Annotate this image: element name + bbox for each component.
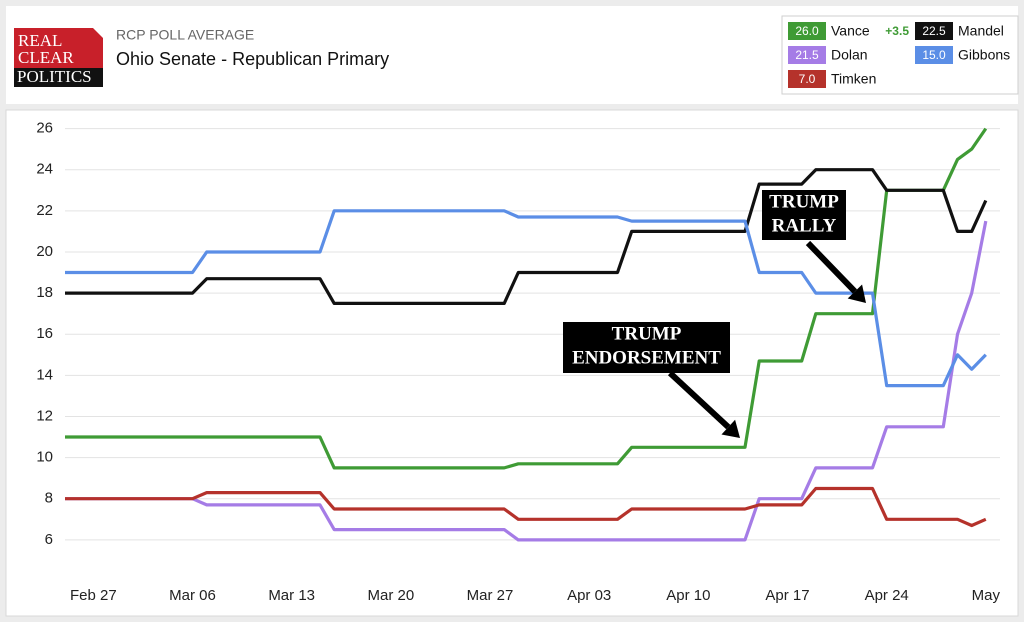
annotation-arrowhead bbox=[847, 284, 866, 303]
x-tick-label: Apr 03 bbox=[567, 587, 611, 604]
x-tick-label: Mar 20 bbox=[367, 587, 414, 604]
x-tick-label: Apr 10 bbox=[666, 587, 710, 604]
legend-label: Dolan bbox=[831, 47, 868, 63]
y-tick-label: 10 bbox=[36, 449, 53, 466]
logo-text: REAL bbox=[18, 31, 62, 50]
logo-text: POLITICS bbox=[17, 67, 92, 86]
y-tick-label: 20 bbox=[36, 243, 53, 260]
y-tick-label: 24 bbox=[36, 161, 53, 178]
legend-value: 26.0 bbox=[795, 24, 819, 38]
annotation-text: TRUMP bbox=[612, 323, 682, 344]
series-line bbox=[65, 168, 988, 305]
series-line bbox=[65, 486, 987, 528]
annotation-arrow bbox=[667, 370, 731, 430]
legend-value: 22.5 bbox=[922, 24, 946, 38]
annotation-arrowhead bbox=[721, 419, 740, 438]
annotation-arrow bbox=[805, 240, 858, 294]
x-tick-label: Feb 27 bbox=[70, 587, 117, 604]
y-tick-label: 26 bbox=[36, 120, 53, 137]
legend-badge bbox=[788, 70, 826, 88]
legend-label: Timken bbox=[831, 71, 876, 87]
annotation-text: ENDORSEMENT bbox=[572, 347, 721, 368]
legend-badge bbox=[788, 22, 826, 40]
legend-label: Gibbons bbox=[958, 47, 1010, 63]
x-tick-label: Mar 13 bbox=[268, 587, 315, 604]
y-tick-label: 16 bbox=[36, 325, 53, 342]
series-line bbox=[65, 220, 988, 542]
legend-badge bbox=[915, 46, 953, 64]
x-tick-label: Mar 06 bbox=[169, 587, 216, 604]
legend-value: 7.0 bbox=[799, 72, 816, 86]
x-tick-label: Mar 27 bbox=[467, 587, 514, 604]
plot-panel bbox=[5, 109, 1019, 617]
logo-text: CLEAR bbox=[18, 48, 74, 67]
y-tick-label: 18 bbox=[36, 284, 53, 301]
chart-title: Ohio Senate - Republican Primary bbox=[116, 49, 389, 69]
legend-label: Mandel bbox=[958, 23, 1004, 39]
x-tick-label: Apr 17 bbox=[765, 587, 809, 604]
y-tick-label: 22 bbox=[36, 202, 53, 219]
annotation-box bbox=[762, 190, 846, 240]
annotation-text: RALLY bbox=[772, 215, 837, 236]
y-tick-label: 6 bbox=[45, 531, 53, 548]
series-line bbox=[65, 209, 987, 388]
chart-subtitle: RCP POLL AVERAGE bbox=[116, 27, 254, 43]
logo-corner bbox=[93, 28, 103, 38]
x-tick-label: Apr 24 bbox=[865, 587, 909, 604]
x-tick-label: May bbox=[972, 587, 1001, 604]
logo-red bbox=[14, 28, 103, 68]
legend-value: 15.0 bbox=[922, 48, 946, 62]
legend-value: 21.5 bbox=[795, 48, 819, 62]
annotation-box bbox=[563, 322, 730, 373]
legend-badge bbox=[915, 22, 953, 40]
legend-label: Vance bbox=[831, 23, 870, 39]
y-tick-label: 8 bbox=[45, 490, 53, 507]
y-tick-label: 14 bbox=[36, 366, 53, 383]
legend-spread: +3.5 bbox=[885, 24, 909, 38]
legend-badge bbox=[788, 46, 826, 64]
logo-black bbox=[14, 68, 103, 87]
y-tick-label: 12 bbox=[36, 407, 53, 424]
annotation-text: TRUMP bbox=[769, 191, 839, 212]
